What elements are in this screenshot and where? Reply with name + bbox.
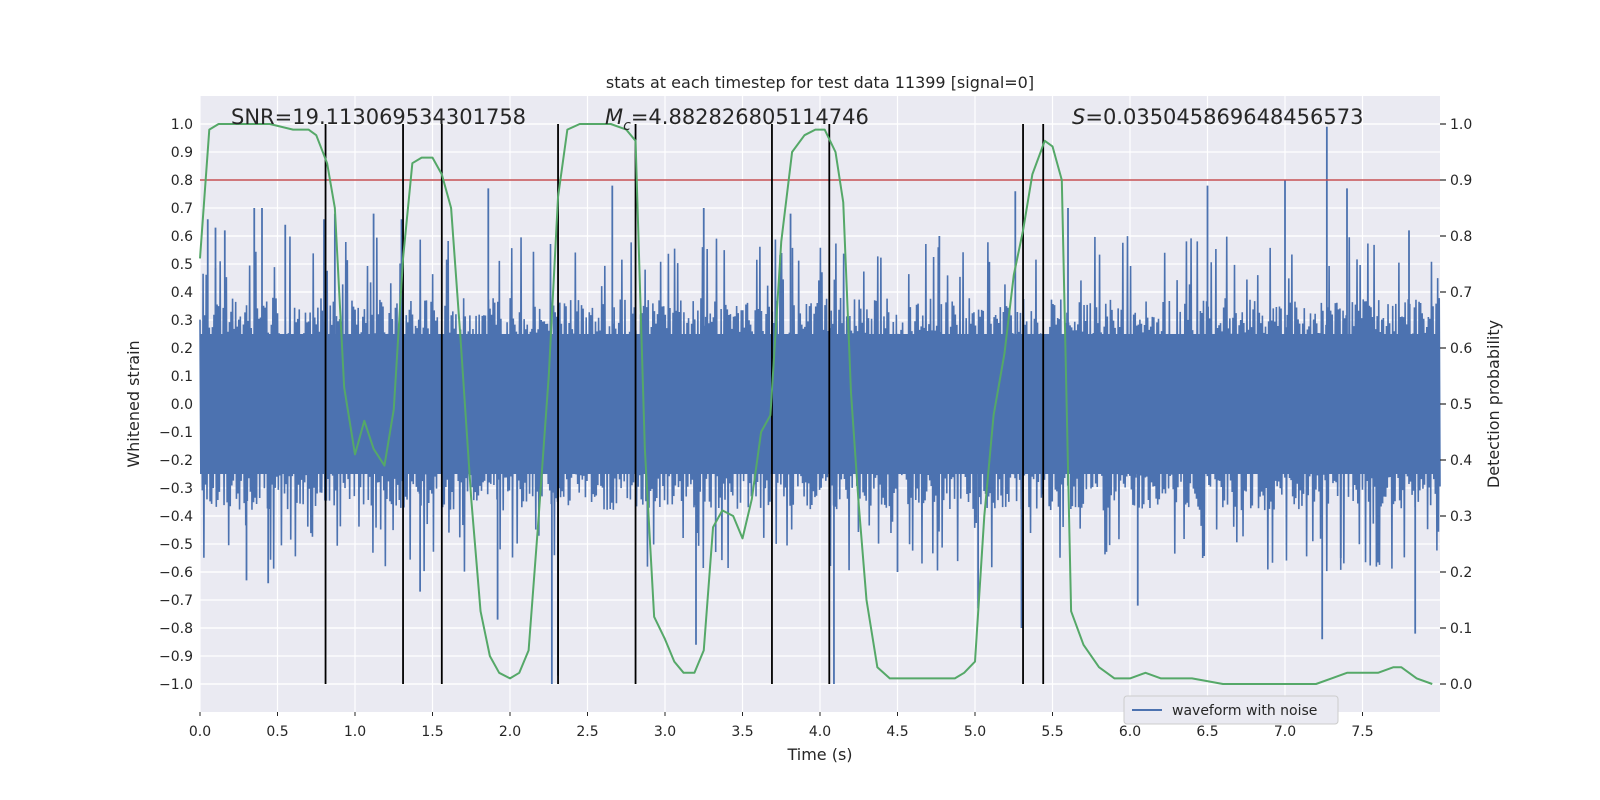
legend-label: waveform with noise <box>1172 703 1317 719</box>
x-tick-label: 5.5 <box>1041 724 1063 740</box>
y-tick-label: 0.6 <box>171 229 193 245</box>
y-tick-label: −0.9 <box>159 649 193 665</box>
y2-tick-labels: 0.0 0.1 0.2 0.3 0.4 0.5 0.6 0.7 0.8 0.9 1.0 <box>1440 117 1472 693</box>
event-lines <box>324 124 1045 684</box>
y-tick-label: −0.2 <box>159 453 193 469</box>
y2-axis-label: Detection probability <box>1484 320 1503 488</box>
chirp-mass-subscript: c <box>623 118 631 134</box>
y2-tick-label: 0.5 <box>1450 397 1472 413</box>
x-tick-label: 4.5 <box>886 724 908 740</box>
y2-tick-label: 0.4 <box>1450 453 1472 469</box>
x-tick-label: 1.5 <box>421 724 443 740</box>
x-tick-label: 6.0 <box>1119 724 1141 740</box>
y-tick-label: −0.3 <box>159 481 193 497</box>
x-tick-labels: 0.0 0.5 1.0 1.5 2.0 2.5 3.0 3.5 4.0 4.5 5.0 5.5 6.0 6… <box>189 712 1374 740</box>
x-tick-label: 6.5 <box>1196 724 1218 740</box>
x-tick-label: 0.5 <box>266 724 288 740</box>
y2-tick-label: 0.7 <box>1450 285 1472 301</box>
waveform-core <box>200 334 1440 474</box>
y-tick-label: 0.3 <box>171 313 193 329</box>
y-tick-label: 0.8 <box>171 173 193 189</box>
y-tick-label: 1.0 <box>171 117 193 133</box>
y-tick-label: −0.7 <box>159 593 193 609</box>
y2-tick-label: 0.9 <box>1450 173 1472 189</box>
snr-annotation: SNR=19.113069534301758 <box>231 105 526 129</box>
y2-tick-label: 0.6 <box>1450 341 1472 357</box>
probability-line <box>199 123 1433 685</box>
probability-series <box>199 123 1433 685</box>
x-tick-label: 2.0 <box>499 724 521 740</box>
legend-box <box>1123 695 1339 725</box>
x-tick-label: 1.0 <box>344 724 366 740</box>
x-tick-label: 7.0 <box>1274 724 1296 740</box>
x-tick-label: 0.0 <box>189 724 211 740</box>
y-tick-label: 0.9 <box>171 145 193 161</box>
y-tick-label: −0.5 <box>159 537 193 553</box>
chirp-mass-symbol: M <box>605 105 623 129</box>
y-axis-label: Whitened strain <box>124 340 143 467</box>
y-tick-label: −1.0 <box>159 677 193 693</box>
y-tick-label: 0.2 <box>171 341 193 357</box>
y2-tick-label: 0.1 <box>1450 621 1472 637</box>
y-tick-label: −0.1 <box>159 425 193 441</box>
s-annotation: S=0.035045869648456573 <box>1072 105 1363 129</box>
y2-tick-label: 1.0 <box>1450 117 1472 133</box>
s-symbol: S <box>1072 105 1085 129</box>
y-tick-labels: −1.0 −0.9 −0.8 −0.7 −0.6 −0.5 −0.4 −0.3 −0.2 −0.1… <box>159 117 193 693</box>
y-tick-label: −0.8 <box>159 621 193 637</box>
y2-tick-label: 0.2 <box>1450 565 1472 581</box>
y-tick-label: 0.4 <box>171 285 193 301</box>
x-tick-label: 5.0 <box>964 724 986 740</box>
chirp-mass-value: =4.882826805114746 <box>631 105 869 129</box>
y2-tick-label: 0.8 <box>1450 229 1472 245</box>
chart-title: stats at each timestep for test data 113… <box>606 73 1034 92</box>
y-tick-label: 0.0 <box>171 397 193 413</box>
x-tick-label: 3.5 <box>731 724 753 740</box>
s-value: =0.035045869648456573 <box>1085 105 1363 129</box>
legend: waveform with noise <box>1123 695 1339 725</box>
y-tick-label: −0.6 <box>159 565 193 581</box>
x-tick-label: 7.5 <box>1351 724 1373 740</box>
waveform-series <box>199 126 1441 684</box>
y-tick-label: 0.1 <box>171 369 193 385</box>
chirp-mass-annotation: Mc=4.882826805114746 <box>605 105 869 134</box>
y-tick-label: 0.7 <box>171 201 193 217</box>
x-tick-label: 2.5 <box>576 724 598 740</box>
y2-tick-label: 0.0 <box>1450 677 1472 693</box>
x-axis-label: Time (s) <box>786 745 852 764</box>
y2-tick-label: 0.3 <box>1450 509 1472 525</box>
x-tick-label: 3.0 <box>654 724 676 740</box>
y-tick-label: 0.5 <box>171 257 193 273</box>
y-tick-label: −0.4 <box>159 509 193 525</box>
x-tick-label: 4.0 <box>809 724 831 740</box>
